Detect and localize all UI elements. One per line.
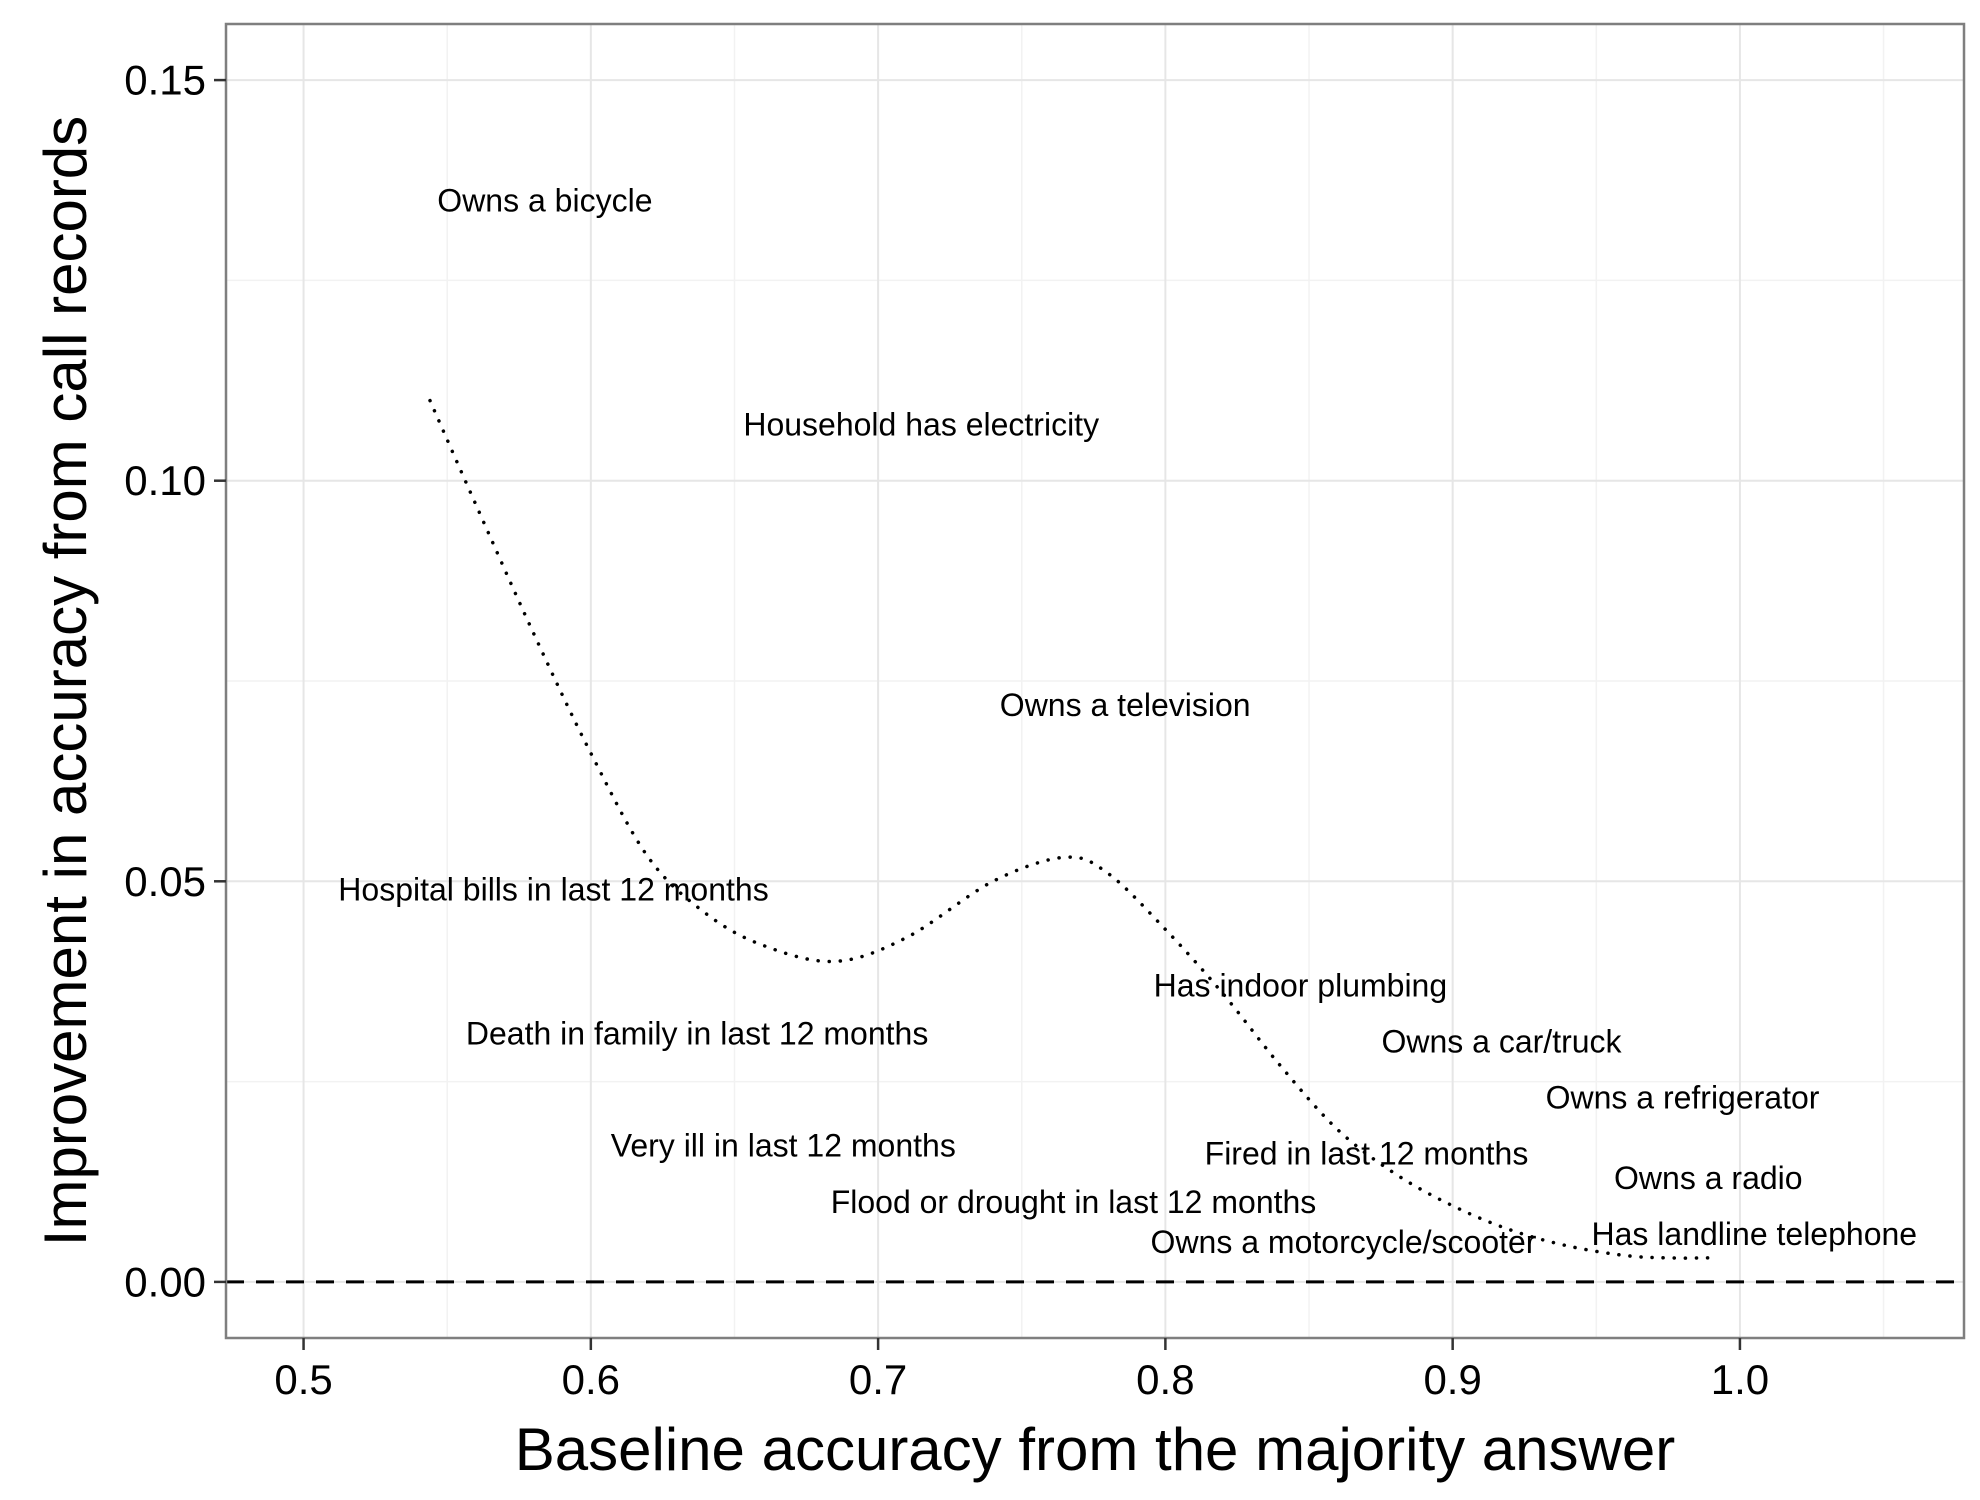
y-tick-label: 0.00 xyxy=(124,1258,206,1305)
point-label: Has indoor plumbing xyxy=(1154,968,1448,1004)
y-tick-label: 0.15 xyxy=(124,57,206,104)
point-label: Very ill in last 12 months xyxy=(611,1128,956,1164)
point-label: Owns a car/truck xyxy=(1381,1024,1622,1060)
grid-major xyxy=(226,24,1964,1338)
grid-minor xyxy=(226,24,1964,1338)
x-tick-label: 0.6 xyxy=(562,1356,620,1403)
x-tick-label: 0.7 xyxy=(849,1356,907,1403)
point-label: Hospital bills in last 12 months xyxy=(338,871,768,907)
point-label: Owns a radio xyxy=(1614,1160,1803,1196)
point-label: Owns a motorcycle/scooter xyxy=(1151,1224,1537,1260)
x-tick-label: 0.5 xyxy=(274,1356,332,1403)
panel-border xyxy=(224,22,1966,1340)
point-label: Death in family in last 12 months xyxy=(466,1016,928,1052)
point-label: Household has electricity xyxy=(743,407,1099,443)
y-axis-title: Improvement in accuracy from call record… xyxy=(32,116,99,1246)
point-labels: Owns a bicycle Household has electricity O… xyxy=(338,182,1917,1260)
point-label: Has landline telephone xyxy=(1592,1216,1918,1252)
x-tick-label: 0.9 xyxy=(1423,1356,1481,1403)
point-label: Owns a refrigerator xyxy=(1546,1080,1820,1116)
trend-line xyxy=(428,398,1713,1260)
x-tick-label: 1.0 xyxy=(1711,1356,1769,1403)
point-label: Owns a television xyxy=(1000,687,1251,723)
y-tick-label: 0.10 xyxy=(124,457,206,504)
x-tick-label: 0.8 xyxy=(1136,1356,1194,1403)
x-axis-title: Baseline accuracy from the majority answ… xyxy=(515,1416,1675,1483)
x-axis: 0.5 0.6 0.7 0.8 0.9 1.0 xyxy=(274,1338,1769,1403)
point-label: Flood or drought in last 12 months xyxy=(831,1184,1317,1220)
y-axis: 0.00 0.05 0.10 0.15 xyxy=(124,57,226,1305)
point-label: Fired in last 12 months xyxy=(1205,1136,1529,1172)
y-tick-label: 0.05 xyxy=(124,858,206,905)
point-label: Owns a bicycle xyxy=(437,182,652,218)
